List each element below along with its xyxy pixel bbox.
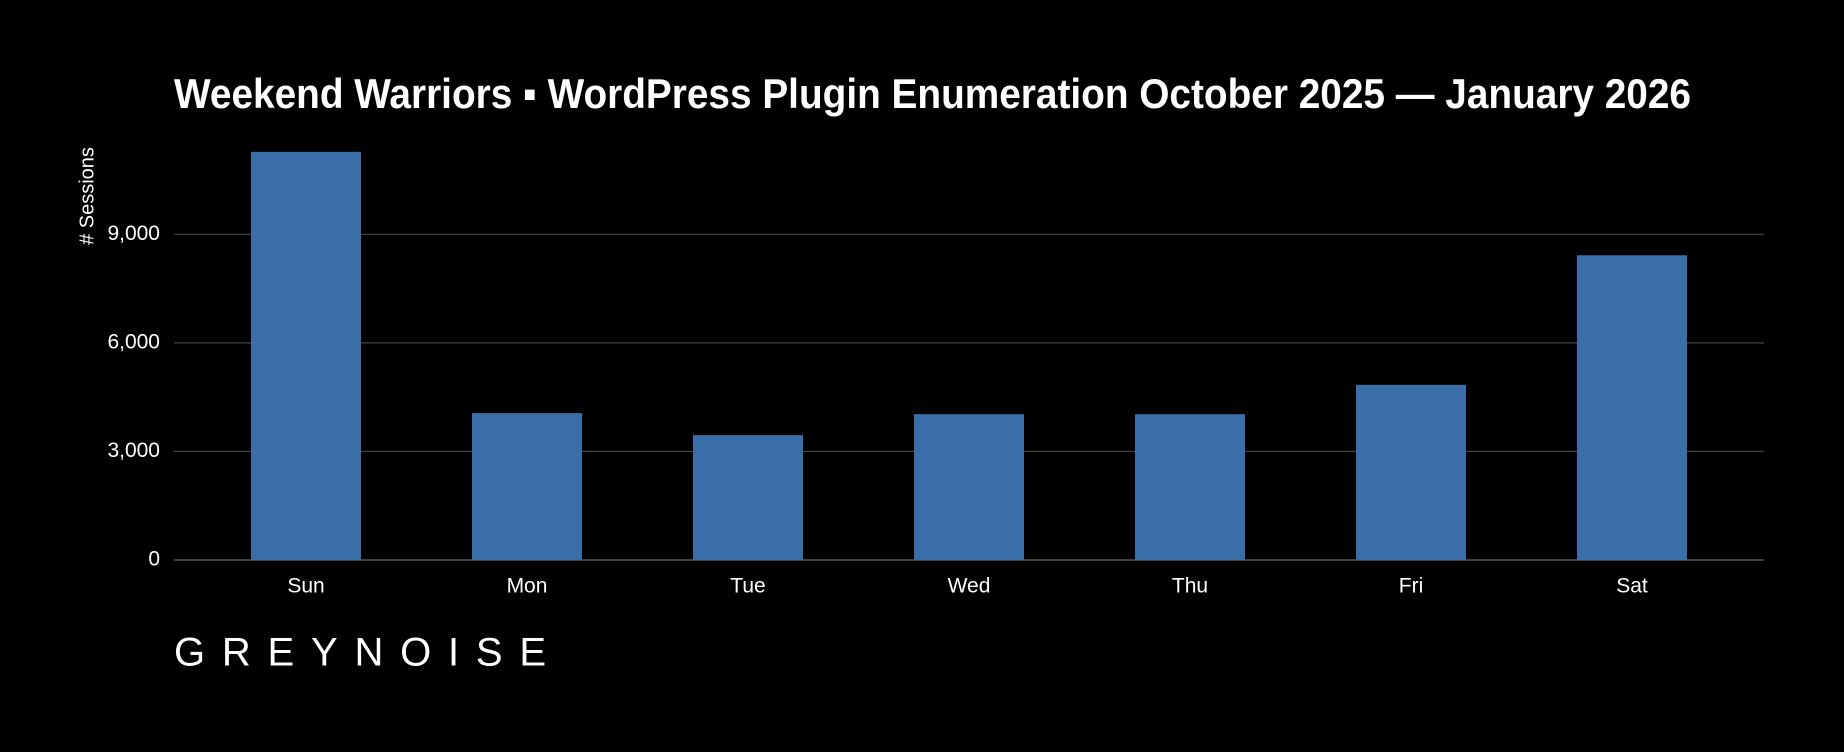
x-tick-label: Wed <box>948 575 991 598</box>
bar <box>914 414 1024 560</box>
bar <box>693 435 803 560</box>
x-tick-label: Sun <box>287 575 324 598</box>
y-tick-label: 6,000 <box>107 330 160 353</box>
bar <box>251 151 361 560</box>
y-tick-label: 9,000 <box>107 222 160 245</box>
x-tick-label: Thu <box>1172 575 1208 598</box>
logo: GREYNOISE <box>174 631 546 675</box>
bar <box>1356 384 1466 560</box>
y-tick-label: 3,000 <box>107 439 160 462</box>
y-axis-label: # Sessions <box>76 147 98 245</box>
bar <box>1135 414 1245 560</box>
x-tick-label: Tue <box>730 575 765 598</box>
x-tick-label: Sat <box>1616 575 1648 598</box>
x-tick-label: Fri <box>1399 575 1424 598</box>
x-tick-label: Mon <box>507 575 548 598</box>
bar <box>472 413 582 560</box>
chart-title: Weekend Warriors ▪ WordPress Plugin Enum… <box>174 70 1691 117</box>
y-tick-label: 0 <box>148 548 160 571</box>
bar <box>1577 255 1687 560</box>
